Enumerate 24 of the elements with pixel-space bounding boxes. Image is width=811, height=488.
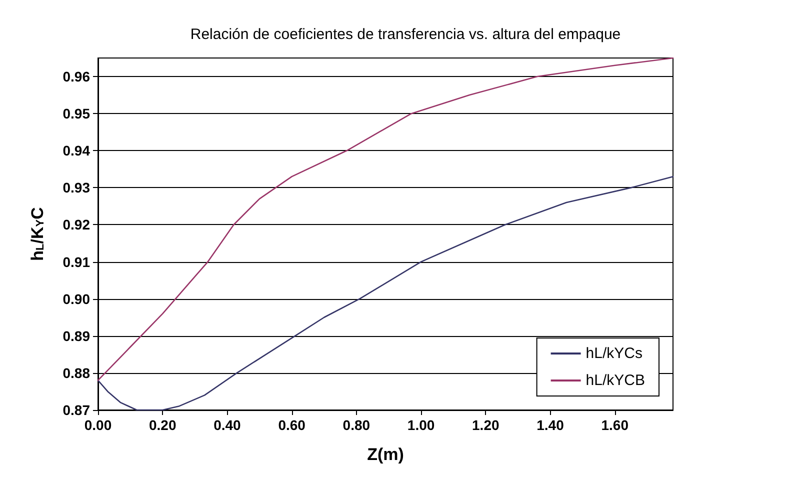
- x-tick-label: 0.20: [148, 417, 176, 433]
- y-tick-label: 0.88: [62, 364, 90, 381]
- y-tick-label: 0.92: [62, 216, 90, 233]
- x-tick-label: 1.20: [472, 417, 500, 433]
- x-tick-label: 0.80: [342, 417, 370, 433]
- x-tick-label: 1.60: [601, 417, 629, 433]
- y-axis-title: hL/KYC: [28, 207, 47, 261]
- y-tick-label: 0.94: [62, 142, 90, 159]
- chart-title: Relación de coeficientes de transferencia vs. altura del empaque: [190, 26, 621, 43]
- legend-label: hL/kYCs: [586, 345, 643, 362]
- y-tick-label: 0.93: [62, 180, 90, 196]
- y-tick-label: 0.91: [62, 254, 90, 270]
- x-tick-label: 0.00: [84, 417, 112, 433]
- y-tick-label: 0.95: [62, 106, 90, 122]
- y-tick-label: 0.87: [62, 402, 90, 418]
- y-tick-label: 0.89: [62, 328, 90, 344]
- x-tick-label: 1.00: [407, 417, 435, 433]
- x-axis-title: Z(m): [367, 445, 404, 464]
- x-tick-label: 0.40: [214, 417, 242, 433]
- y-tick-label: 0.96: [62, 68, 90, 85]
- x-tick-label: 0.60: [278, 417, 306, 433]
- legend-label: hL/kYCB: [586, 372, 646, 389]
- x-tick-label: 1.40: [536, 417, 564, 433]
- y-tick-label: 0.90: [62, 290, 90, 307]
